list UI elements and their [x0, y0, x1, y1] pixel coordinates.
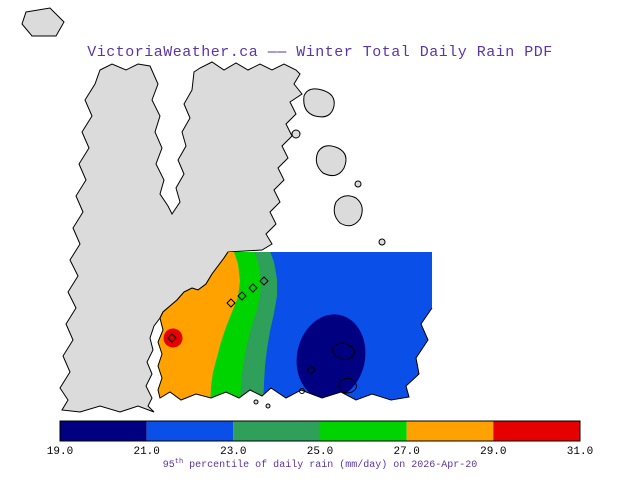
colorbar-tick-label: 25.0 — [307, 446, 333, 458]
land-group — [21, 7, 386, 413]
colorbar-tick-label: 27.0 — [393, 446, 419, 458]
island-outline-1 — [332, 342, 356, 360]
station-marker — [259, 276, 269, 286]
land-islet-small-2 — [354, 180, 362, 188]
station-marker — [226, 298, 236, 308]
caption-base: 95 — [163, 460, 175, 471]
colorbar-segment-23-25 — [233, 421, 320, 441]
land-island-middle — [315, 145, 347, 177]
contour-field — [158, 252, 432, 400]
station-marker — [248, 283, 258, 293]
colorbar-frame — [59, 420, 581, 442]
land-island-north — [303, 88, 335, 118]
station-marker — [167, 333, 177, 343]
map-title: VictoriaWeather.ca —— Winter Total Daily… — [87, 44, 553, 61]
land-islet-small-1 — [291, 129, 301, 139]
region-coastline — [157, 251, 433, 401]
offshore-islet-1 — [253, 399, 259, 405]
station-markers — [167, 276, 316, 375]
colorbar-segment-25-27 — [320, 421, 407, 441]
colorbar-caption: 95th percentile of daily rain (mm/day) o… — [163, 458, 477, 471]
colorbar-segment-19-21 — [60, 421, 147, 441]
island-outline-2 — [338, 377, 357, 394]
land-islet-small-3 — [378, 238, 386, 246]
colorbar-tick-label: 23.0 — [220, 446, 246, 458]
colorbar-segment-21-23 — [146, 421, 234, 441]
land-island-south — [333, 195, 363, 227]
caption-rest: percentile of daily rain (mm/day) on 202… — [183, 459, 477, 471]
colorbar-tick-label: 21.0 — [133, 446, 159, 458]
contour-spot-29-31 — [163, 328, 183, 348]
land-top-left-islet — [21, 7, 65, 37]
colorbar-tick-label: 29.0 — [480, 446, 506, 458]
inshore-island-outlines — [253, 342, 357, 409]
offshore-islet-2 — [265, 403, 271, 409]
land-main-coastline — [59, 61, 303, 413]
island-outline-3 — [299, 388, 305, 394]
colorbar-segment-29-31 — [493, 421, 580, 441]
station-marker — [306, 365, 316, 375]
colorbar-segment-27-29 — [406, 421, 494, 441]
caption-superscript: th — [175, 458, 183, 466]
colorbar-tick-label: 31.0 — [567, 446, 593, 458]
station-marker — [237, 291, 247, 301]
colorbar-tick-label: 19.0 — [47, 446, 73, 458]
colorbar: 19.0 21.0 23.0 25.0 27.0 29.0 31.0 95th … — [47, 420, 593, 471]
